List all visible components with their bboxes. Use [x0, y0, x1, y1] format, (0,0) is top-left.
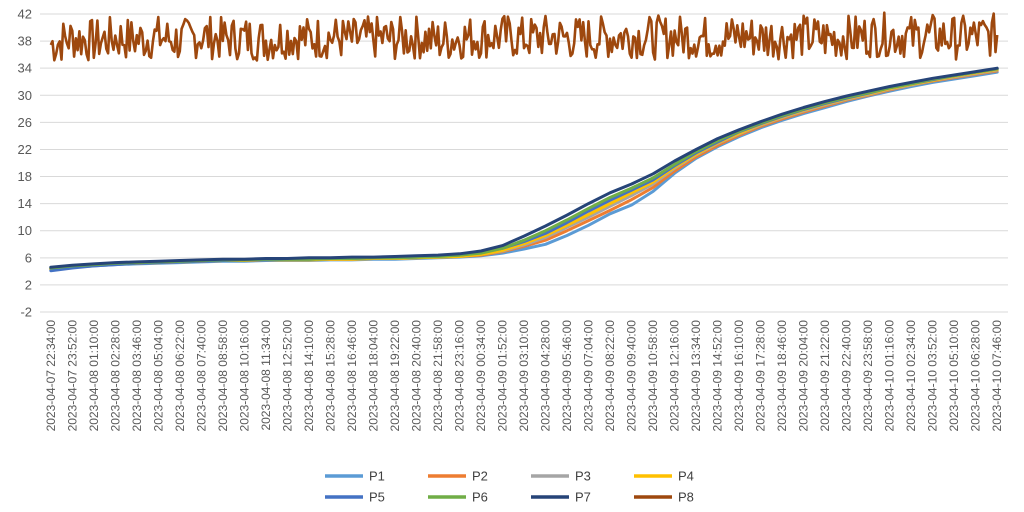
- x-tick-label: 2023-04-09 08:22:00: [603, 320, 617, 432]
- x-tick-label: 2023-04-08 14:10:00: [302, 320, 316, 432]
- series-line-p8: [49, 11, 999, 62]
- legend-label: P8: [678, 490, 694, 505]
- x-tick-label: 2023-04-09 12:16:00: [668, 320, 682, 432]
- x-tick-label: 2023-04-09 09:40:00: [625, 320, 639, 432]
- x-tick-label: 2023-04-09 22:40:00: [840, 320, 854, 432]
- legend-item-p3: P3: [531, 469, 591, 484]
- x-tick-label: 2023-04-09 10:58:00: [646, 320, 660, 432]
- legend-label: P7: [575, 490, 591, 505]
- x-tick-label: 2023-04-08 10:16:00: [237, 320, 251, 432]
- y-tick-label: 34: [18, 61, 32, 76]
- x-tick-label: 2023-04-08 07:40:00: [194, 320, 208, 432]
- legend-label: P4: [678, 469, 694, 484]
- x-tick-label: 2023-04-09 14:52:00: [711, 320, 725, 432]
- series-lines: [49, 11, 999, 273]
- y-tick-label: 38: [18, 34, 32, 49]
- x-tick-label: 2023-04-09 17:28:00: [754, 320, 768, 432]
- legend-item-p6: P6: [428, 490, 488, 505]
- x-tick-label: 2023-04-08 01:10:00: [87, 320, 101, 432]
- x-tick-label: 2023-04-09 16:10:00: [732, 320, 746, 432]
- x-tick-label: 2023-04-08 06:22:00: [173, 320, 187, 432]
- x-tick-label: 2023-04-08 20:40:00: [409, 320, 423, 432]
- x-tick-label: 2023-04-08 16:46:00: [345, 320, 359, 432]
- y-tick-label: 6: [25, 250, 32, 265]
- x-tick-label: 2023-04-09 18:46:00: [775, 320, 789, 432]
- x-tick-label: 2023-04-09 01:52:00: [495, 320, 509, 432]
- x-tick-label: 2023-04-09 00:34:00: [474, 320, 488, 432]
- x-tick-label: 2023-04-09 03:10:00: [517, 320, 531, 432]
- x-tick-label: 2023-04-08 08:58:00: [216, 320, 230, 432]
- legend-label: P2: [472, 469, 488, 484]
- legend-item-p5: P5: [325, 490, 385, 505]
- x-tick-label: 2023-04-08 23:16:00: [452, 320, 466, 432]
- x-tick-label: 2023-04-08 11:34:00: [259, 320, 273, 431]
- x-tick-label: 2023-04-08 12:52:00: [280, 320, 294, 432]
- x-tick-label: 2023-04-07 22:34:00: [44, 320, 58, 432]
- x-tick-label: 2023-04-08 03:46:00: [130, 320, 144, 432]
- x-tick-label: 2023-04-08 19:22:00: [388, 320, 402, 432]
- y-tick-label: -2: [20, 305, 32, 320]
- x-tick-label: 2023-04-09 13:34:00: [689, 320, 703, 432]
- x-tick-label: 2023-04-09 07:04:00: [582, 320, 596, 432]
- x-tick-label: 2023-04-10 05:10:00: [947, 320, 961, 432]
- x-tick-label: 2023-04-07 23:52:00: [65, 320, 79, 432]
- x-tick-label: 2023-04-10 02:34:00: [904, 320, 918, 432]
- legend-item-p2: P2: [428, 469, 488, 484]
- x-tick-label: 2023-04-10 06:28:00: [969, 320, 983, 432]
- x-tick-label: 2023-04-10 07:46:00: [990, 320, 1004, 432]
- y-tick-label: 30: [18, 88, 32, 103]
- x-tick-label: 2023-04-08 02:28:00: [108, 320, 122, 432]
- y-tick-label: 26: [18, 115, 32, 130]
- y-tick-label: 22: [18, 142, 32, 157]
- x-tick-label: 2023-04-08 21:58:00: [431, 320, 445, 432]
- legend-label: P6: [472, 490, 488, 505]
- x-tick-label: 2023-04-09 21:22:00: [818, 320, 832, 432]
- legend-label: P3: [575, 469, 591, 484]
- y-tick-label: 18: [18, 169, 32, 184]
- legend-item-p8: P8: [634, 490, 694, 505]
- legend-item-p7: P7: [531, 490, 591, 505]
- series-line-p7: [49, 66, 999, 269]
- x-tick-label: 2023-04-09 20:04:00: [797, 320, 811, 432]
- x-tick-label: 2023-04-09 05:46:00: [560, 320, 574, 432]
- x-tick-label: 2023-04-09 23:58:00: [861, 320, 875, 432]
- legend-item-p1: P1: [325, 469, 385, 484]
- y-tick-label: 10: [18, 223, 32, 238]
- x-tick-label: 2023-04-08 18:04:00: [366, 320, 380, 432]
- x-tick-label: 2023-04-10 01:16:00: [883, 320, 897, 432]
- x-tick-label: 2023-04-09 04:28:00: [539, 320, 553, 432]
- x-tick-label: 2023-04-08 15:28:00: [323, 320, 337, 432]
- x-axis: 2023-04-07 22:34:00 2023-04-07 23:52:00 20…: [44, 320, 1004, 432]
- x-tick-label: 2023-04-10 03:52:00: [926, 320, 940, 432]
- gridlines: [40, 13, 1008, 313]
- y-tick-label: 14: [18, 196, 32, 211]
- legend: P1 P2 P3 P4 P5 P6 P7 P8: [325, 469, 694, 505]
- legend-label: P5: [369, 490, 385, 505]
- x-tick-label: 2023-04-08 05:04:00: [151, 320, 165, 432]
- legend-label: P1: [369, 469, 385, 484]
- legend-item-p4: P4: [634, 469, 694, 484]
- y-tick-label: 2: [25, 277, 32, 292]
- y-tick-label: 42: [18, 7, 32, 22]
